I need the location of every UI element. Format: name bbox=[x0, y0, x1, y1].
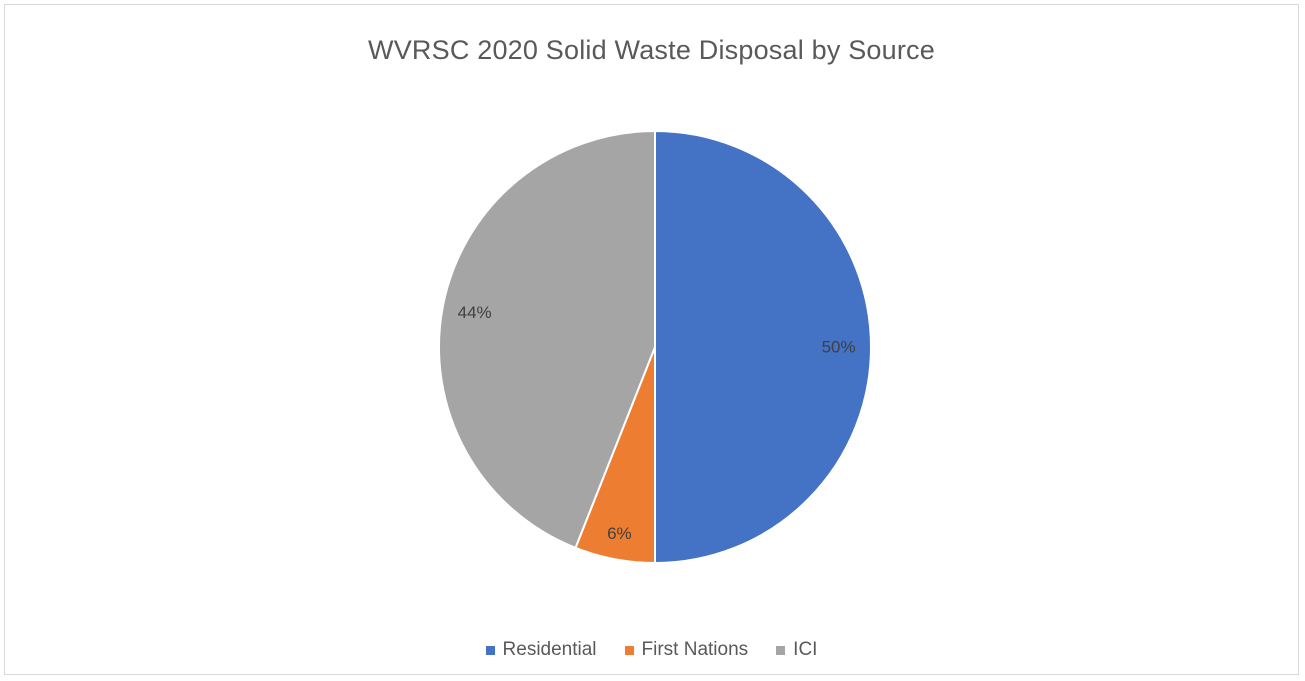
legend-label-first-nations: First Nations bbox=[641, 639, 749, 660]
legend-swatch-residential bbox=[485, 645, 495, 655]
legend-swatch-first-nations bbox=[624, 645, 634, 655]
data-label-ici: 44% bbox=[458, 303, 492, 322]
legend-item-residential: Residential bbox=[485, 639, 597, 661]
pie-slice-ici bbox=[438, 129, 656, 550]
legend-swatch-ici bbox=[776, 645, 786, 655]
legend-label-ici: ICI bbox=[793, 639, 818, 660]
legend-item-first-nations: First Nations bbox=[624, 639, 749, 661]
chart-legend: Residential First Nations ICI bbox=[5, 639, 1298, 661]
legend-label-residential: Residential bbox=[502, 639, 597, 660]
chart-title: WVRSC 2020 Solid Waste Disposal by Sourc… bbox=[368, 35, 935, 65]
data-label-residential: 50% bbox=[822, 338, 856, 357]
legend-item-ici: ICI bbox=[776, 639, 817, 661]
data-label-first-nations: 6% bbox=[607, 524, 632, 543]
pie-slice-residential bbox=[654, 129, 872, 565]
